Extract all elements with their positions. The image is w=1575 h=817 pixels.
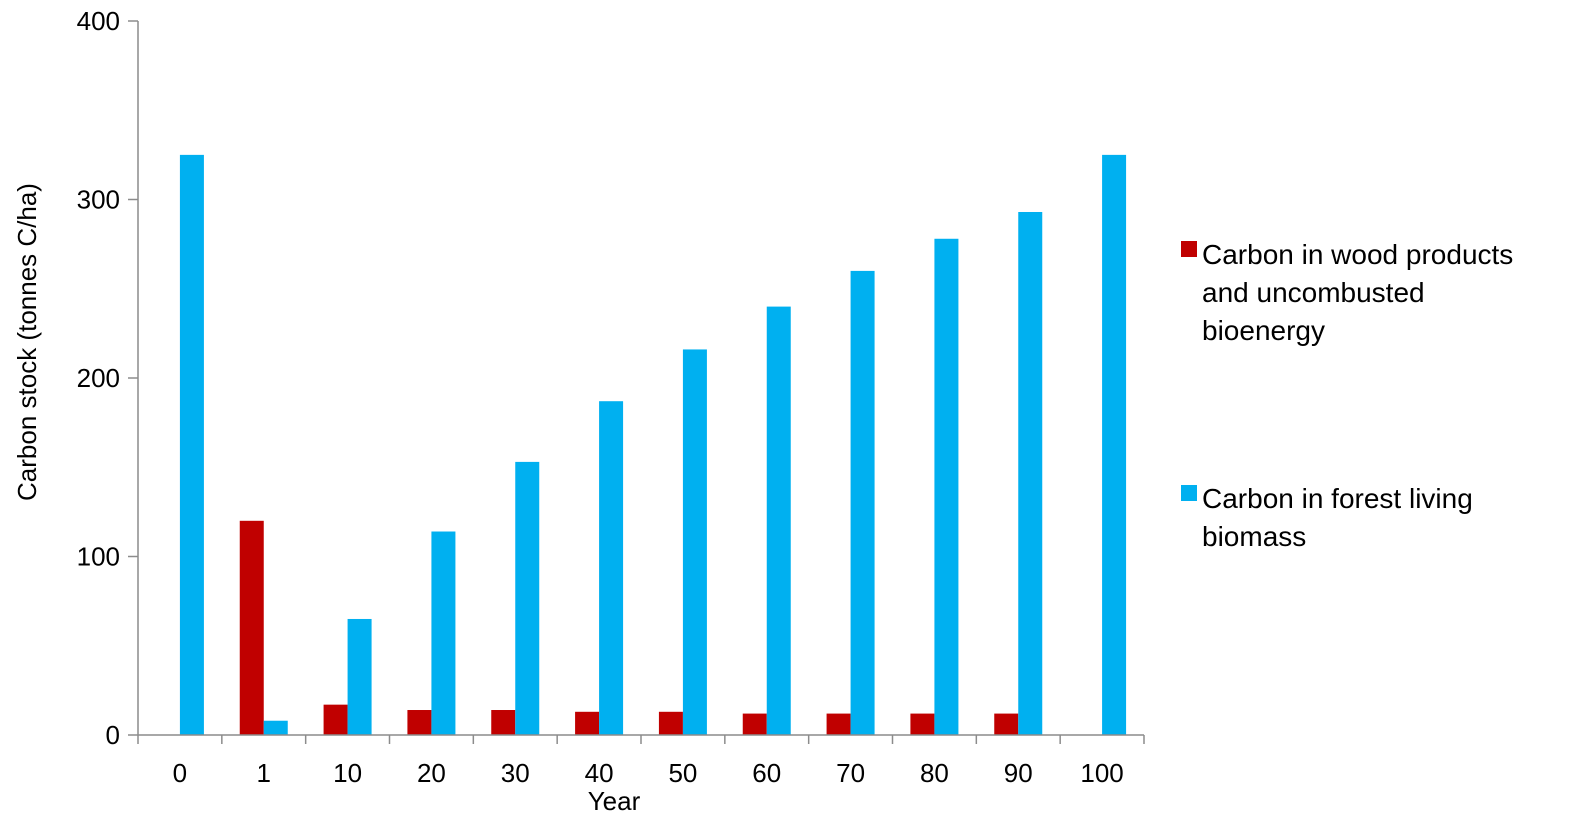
x-tick-label: 10 — [333, 758, 362, 788]
bar-series-2 — [515, 461, 540, 735]
bar-series-1 — [239, 520, 264, 735]
bar-series-1 — [407, 710, 432, 735]
y-ticks-group: 0 100 200 300 400 — [77, 6, 138, 750]
x-tick-label: 90 — [1004, 758, 1033, 788]
bar-series-1 — [826, 713, 851, 735]
x-tick-label: 80 — [920, 758, 949, 788]
bars-group — [179, 154, 1127, 735]
bar-series-2 — [682, 349, 707, 735]
x-tick-label: 50 — [668, 758, 697, 788]
bar-series-2 — [850, 270, 875, 735]
x-tick-label: 0 — [173, 758, 187, 788]
bar-series-2 — [347, 618, 372, 735]
legend-label-series-1: bioenergy — [1202, 315, 1325, 346]
x-tick-label: 30 — [501, 758, 530, 788]
legend-swatch-series-1 — [1181, 241, 1197, 257]
bar-series-2 — [263, 720, 288, 735]
x-tick-label: 1 — [257, 758, 271, 788]
bar-series-2 — [431, 531, 456, 735]
y-tick-label: 100 — [77, 542, 120, 572]
y-tick-label: 0 — [106, 720, 120, 750]
x-tick-label: 40 — [585, 758, 614, 788]
bar-series-2 — [766, 306, 791, 735]
bar-series-2 — [934, 238, 959, 735]
bar-series-2 — [179, 154, 204, 735]
x-axis-title: Year — [588, 786, 641, 816]
bar-series-1 — [323, 704, 348, 735]
y-tick-label: 400 — [77, 6, 120, 36]
x-tick-label: 70 — [836, 758, 865, 788]
bar-series-1 — [994, 713, 1019, 735]
x-tick-label: 100 — [1080, 758, 1123, 788]
y-axis-title: Carbon stock (tonnes C/ha) — [12, 183, 42, 501]
x-tick-label: 20 — [417, 758, 446, 788]
legend-swatch-series-2 — [1181, 485, 1197, 501]
bar-series-2 — [599, 401, 624, 735]
legend: Carbon in wood products and uncombusted bi… — [1181, 239, 1513, 552]
axes-group — [137, 21, 1144, 736]
bar-series-1 — [910, 713, 935, 735]
x-ticks-group: 0 1 10 20 30 40 50 60 70 80 90 100 — [137, 735, 1145, 788]
bar-series-1 — [491, 710, 516, 735]
y-tick-label: 300 — [77, 185, 120, 215]
bar-series-2 — [1018, 211, 1043, 735]
legend-label-series-1: and uncombusted — [1202, 277, 1425, 308]
legend-label-series-2: biomass — [1202, 521, 1306, 552]
bar-series-1 — [658, 711, 683, 735]
bar-series-1 — [742, 713, 767, 735]
y-tick-label: 200 — [77, 363, 120, 393]
bar-series-1 — [575, 711, 600, 735]
legend-label-series-2: Carbon in forest living — [1202, 483, 1473, 514]
bar-series-2 — [1102, 154, 1127, 735]
x-tick-label: 60 — [752, 758, 781, 788]
legend-label-series-1: Carbon in wood products — [1202, 239, 1513, 270]
